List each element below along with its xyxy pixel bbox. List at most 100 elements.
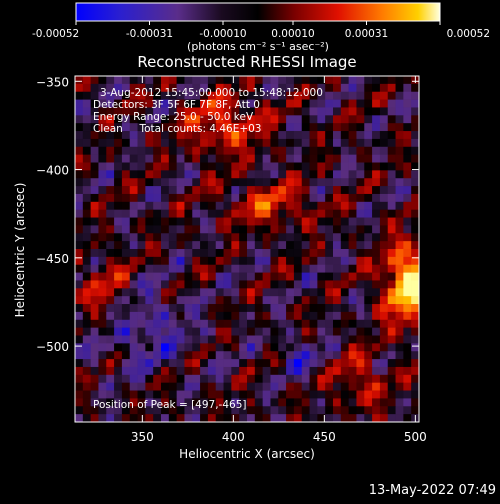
heatmap-cell — [215, 107, 224, 116]
heatmap-cell — [403, 414, 412, 422]
heatmap-cell — [325, 296, 334, 305]
heatmap-cell — [98, 107, 107, 116]
heatmap-cell — [309, 233, 318, 242]
heatmap-cell — [293, 288, 303, 297]
heatmap-cell — [161, 138, 170, 148]
heatmap-cell — [247, 146, 256, 155]
heatmap-cell — [145, 249, 154, 258]
heatmap-cell — [301, 343, 310, 352]
heatmap-cell — [372, 241, 381, 250]
heatmap-cell — [372, 398, 381, 407]
heatmap-cell — [114, 264, 123, 273]
heatmap-cell — [114, 99, 123, 108]
heatmap-cell — [286, 178, 295, 187]
heatmap-cell — [395, 382, 404, 391]
heatmap-cell — [239, 359, 248, 368]
heatmap-cell — [387, 83, 396, 93]
heatmap-cell — [364, 280, 373, 289]
heatmap-cell — [145, 264, 154, 273]
heatmap-cell — [364, 162, 373, 171]
heatmap-cell — [137, 193, 146, 203]
heatmap-cell — [403, 131, 412, 140]
heatmap-cell — [395, 225, 404, 234]
heatmap-cell — [286, 107, 295, 116]
heatmap-cell — [254, 233, 263, 242]
heatmap-cell — [207, 83, 217, 93]
heatmap-cell — [114, 304, 123, 313]
heatmap-cell — [176, 351, 185, 360]
heatmap-cell — [309, 249, 318, 258]
heatmap-cell — [98, 99, 107, 108]
heatmap-cell — [286, 83, 295, 93]
heatmap-cell — [121, 146, 131, 155]
heatmap-cell — [262, 335, 271, 344]
heatmap-cell — [247, 359, 256, 368]
heatmap-cell — [411, 296, 419, 305]
heatmap-cell — [340, 233, 349, 242]
heatmap-cell — [364, 414, 373, 422]
heatmap-cell — [325, 351, 334, 360]
heatmap-cell — [129, 414, 138, 422]
heatmap-cell — [270, 76, 279, 85]
heatmap-cell — [293, 162, 303, 171]
heatmap-cell — [121, 406, 131, 415]
heatmap-cell — [356, 241, 365, 250]
heatmap-cell — [364, 138, 373, 148]
heatmap-cell — [161, 319, 170, 328]
heatmap-cell — [82, 154, 91, 163]
heatmap-cell — [161, 272, 170, 281]
heatmap-cell — [317, 414, 326, 422]
heatmap-cell — [176, 296, 185, 305]
heatmap-cell — [379, 414, 389, 422]
heatmap-cell — [325, 406, 334, 415]
heatmap-cell — [161, 178, 170, 187]
heatmap-cell — [379, 91, 389, 100]
heatmap-cell — [106, 366, 115, 376]
heatmap-cell — [231, 304, 240, 313]
heatmap-cell — [395, 335, 404, 344]
heatmap-cell — [215, 186, 224, 195]
heatmap-cell — [411, 99, 419, 108]
heatmap-cell — [82, 170, 91, 179]
heatmap-cell — [239, 272, 248, 281]
heatmap-cell — [129, 288, 138, 297]
heatmap-cell — [192, 288, 201, 297]
heatmap-cell — [372, 107, 381, 116]
heatmap-cell — [114, 335, 123, 344]
heatmap-cell — [317, 123, 326, 132]
heatmap-cell — [333, 296, 342, 305]
heatmap-cell — [176, 123, 185, 132]
heatmap-cell — [379, 264, 389, 273]
heatmap-cell — [75, 123, 84, 132]
heatmap-cell — [254, 83, 263, 93]
heatmap-cell — [411, 115, 419, 124]
heatmap-cell — [200, 296, 209, 305]
heatmap-cell — [309, 280, 318, 289]
heatmap-cell — [372, 201, 381, 210]
heatmap-cell — [82, 319, 91, 328]
heatmap-cell — [106, 107, 115, 116]
heatmap-cell — [411, 366, 419, 376]
heatmap-cell — [82, 99, 91, 108]
heatmap-cell — [223, 178, 232, 187]
heatmap-cell — [121, 351, 131, 360]
heatmap-cell — [98, 311, 107, 321]
heatmap-cell — [293, 217, 303, 226]
heatmap-cell — [262, 76, 271, 85]
heatmap-cell — [317, 91, 326, 100]
heatmap-cell — [200, 414, 209, 422]
heatmap-cell — [121, 115, 131, 124]
heatmap-cell — [356, 217, 365, 226]
heatmap-cell — [301, 170, 310, 179]
heatmap-cell — [403, 272, 412, 281]
heatmap-cell — [293, 138, 303, 148]
heatmap-cell — [278, 272, 287, 281]
heatmap-cell — [301, 123, 310, 132]
heatmap-cell — [192, 225, 201, 234]
heatmap-cell — [348, 201, 357, 210]
heatmap-cell — [145, 217, 154, 226]
heatmap-cell — [184, 178, 193, 187]
heatmap-cell — [176, 91, 185, 100]
colorbar-tick-label: 0.00010 — [271, 28, 314, 40]
heatmap-cell — [379, 249, 389, 258]
